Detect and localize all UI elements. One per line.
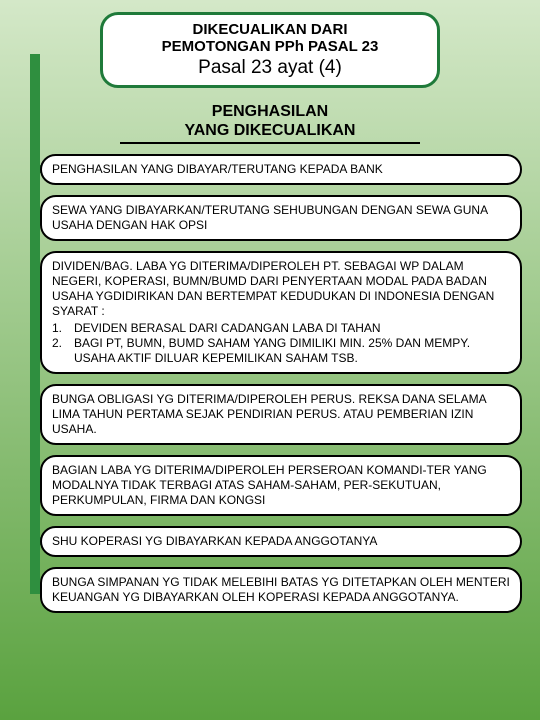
sublist-number: 2. bbox=[52, 336, 74, 366]
header-box: DIKECUALIKAN DARI PEMOTONGAN PPh PASAL 2… bbox=[100, 12, 440, 88]
exclusion-item: SHU KOPERASI YG DIBAYARKAN KEPADA ANGGOT… bbox=[40, 526, 522, 557]
sublist-number: 1. bbox=[52, 321, 74, 336]
sublist-text: DEVIDEN BERASAL DARI CADANGAN LABA DI TA… bbox=[74, 321, 510, 336]
item-text: BUNGA OBLIGASI YG DITERIMA/DIPEROLEH PER… bbox=[52, 392, 486, 436]
item-text: SEWA YANG DIBAYARKAN/TERUTANG SEHUBUNGAN… bbox=[52, 203, 487, 232]
sublist-text: BAGI PT, BUMN, BUMD SAHAM YANG DIMILIKI … bbox=[74, 336, 510, 366]
exclusion-item: BUNGA SIMPANAN YG TIDAK MELEBIHI BATAS Y… bbox=[40, 567, 522, 613]
exclusion-item: DIVIDEN/BAG. LABA YG DITERIMA/DIPEROLEH … bbox=[40, 251, 522, 374]
item-text: BAGIAN LABA YG DITERIMA/DIPEROLEH PERSER… bbox=[52, 463, 487, 507]
exclusion-item: SEWA YANG DIBAYARKAN/TERUTANG SEHUBUNGAN… bbox=[40, 195, 522, 241]
item-text: PENGHASILAN YANG DIBAYAR/TERUTANG KEPADA… bbox=[52, 162, 383, 176]
item-sublist-entry: 2.BAGI PT, BUMN, BUMD SAHAM YANG DIMILIK… bbox=[52, 336, 510, 366]
item-sublist-entry: 1.DEVIDEN BERASAL DARI CADANGAN LABA DI … bbox=[52, 321, 510, 336]
header-line2: PEMOTONGAN PPh PASAL 23 bbox=[113, 38, 427, 55]
item-text: BUNGA SIMPANAN YG TIDAK MELEBIHI BATAS Y… bbox=[52, 575, 510, 604]
header-line3: Pasal 23 ayat (4) bbox=[113, 57, 427, 79]
subheader-line1: PENGHASILAN bbox=[212, 103, 328, 120]
subheader-line2: YANG DIKECUALIKAN bbox=[185, 122, 356, 139]
item-text: DIVIDEN/BAG. LABA YG DITERIMA/DIPEROLEH … bbox=[52, 259, 494, 318]
item-sublist: 1.DEVIDEN BERASAL DARI CADANGAN LABA DI … bbox=[52, 321, 510, 366]
header-line1: DIKECUALIKAN DARI bbox=[113, 21, 427, 38]
exclusion-item: BAGIAN LABA YG DITERIMA/DIPEROLEH PERSER… bbox=[40, 455, 522, 516]
subheader: PENGHASILAN YANG DIKECUALIKAN bbox=[120, 102, 420, 144]
exclusion-item: PENGHASILAN YANG DIBAYAR/TERUTANG KEPADA… bbox=[40, 154, 522, 185]
item-list: PENGHASILAN YANG DIBAYAR/TERUTANG KEPADA… bbox=[18, 154, 522, 613]
exclusion-item: BUNGA OBLIGASI YG DITERIMA/DIPEROLEH PER… bbox=[40, 384, 522, 445]
item-text: SHU KOPERASI YG DIBAYARKAN KEPADA ANGGOT… bbox=[52, 534, 377, 548]
diagram-root: DIKECUALIKAN DARI PEMOTONGAN PPh PASAL 2… bbox=[0, 0, 540, 631]
